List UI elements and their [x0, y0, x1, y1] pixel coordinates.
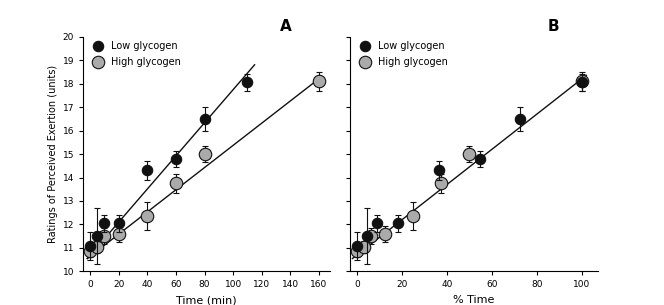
- Y-axis label: Ratings of Perceived Exertion (units): Ratings of Perceived Exertion (units): [48, 65, 58, 243]
- X-axis label: Time (min): Time (min): [177, 295, 237, 305]
- Legend: Low glycogen, High glycogen: Low glycogen, High glycogen: [355, 41, 448, 67]
- Title: B: B: [547, 19, 559, 34]
- Title: A: A: [280, 19, 291, 34]
- X-axis label: % Time: % Time: [454, 295, 495, 305]
- Legend: Low glycogen, High glycogen: Low glycogen, High glycogen: [88, 41, 181, 67]
